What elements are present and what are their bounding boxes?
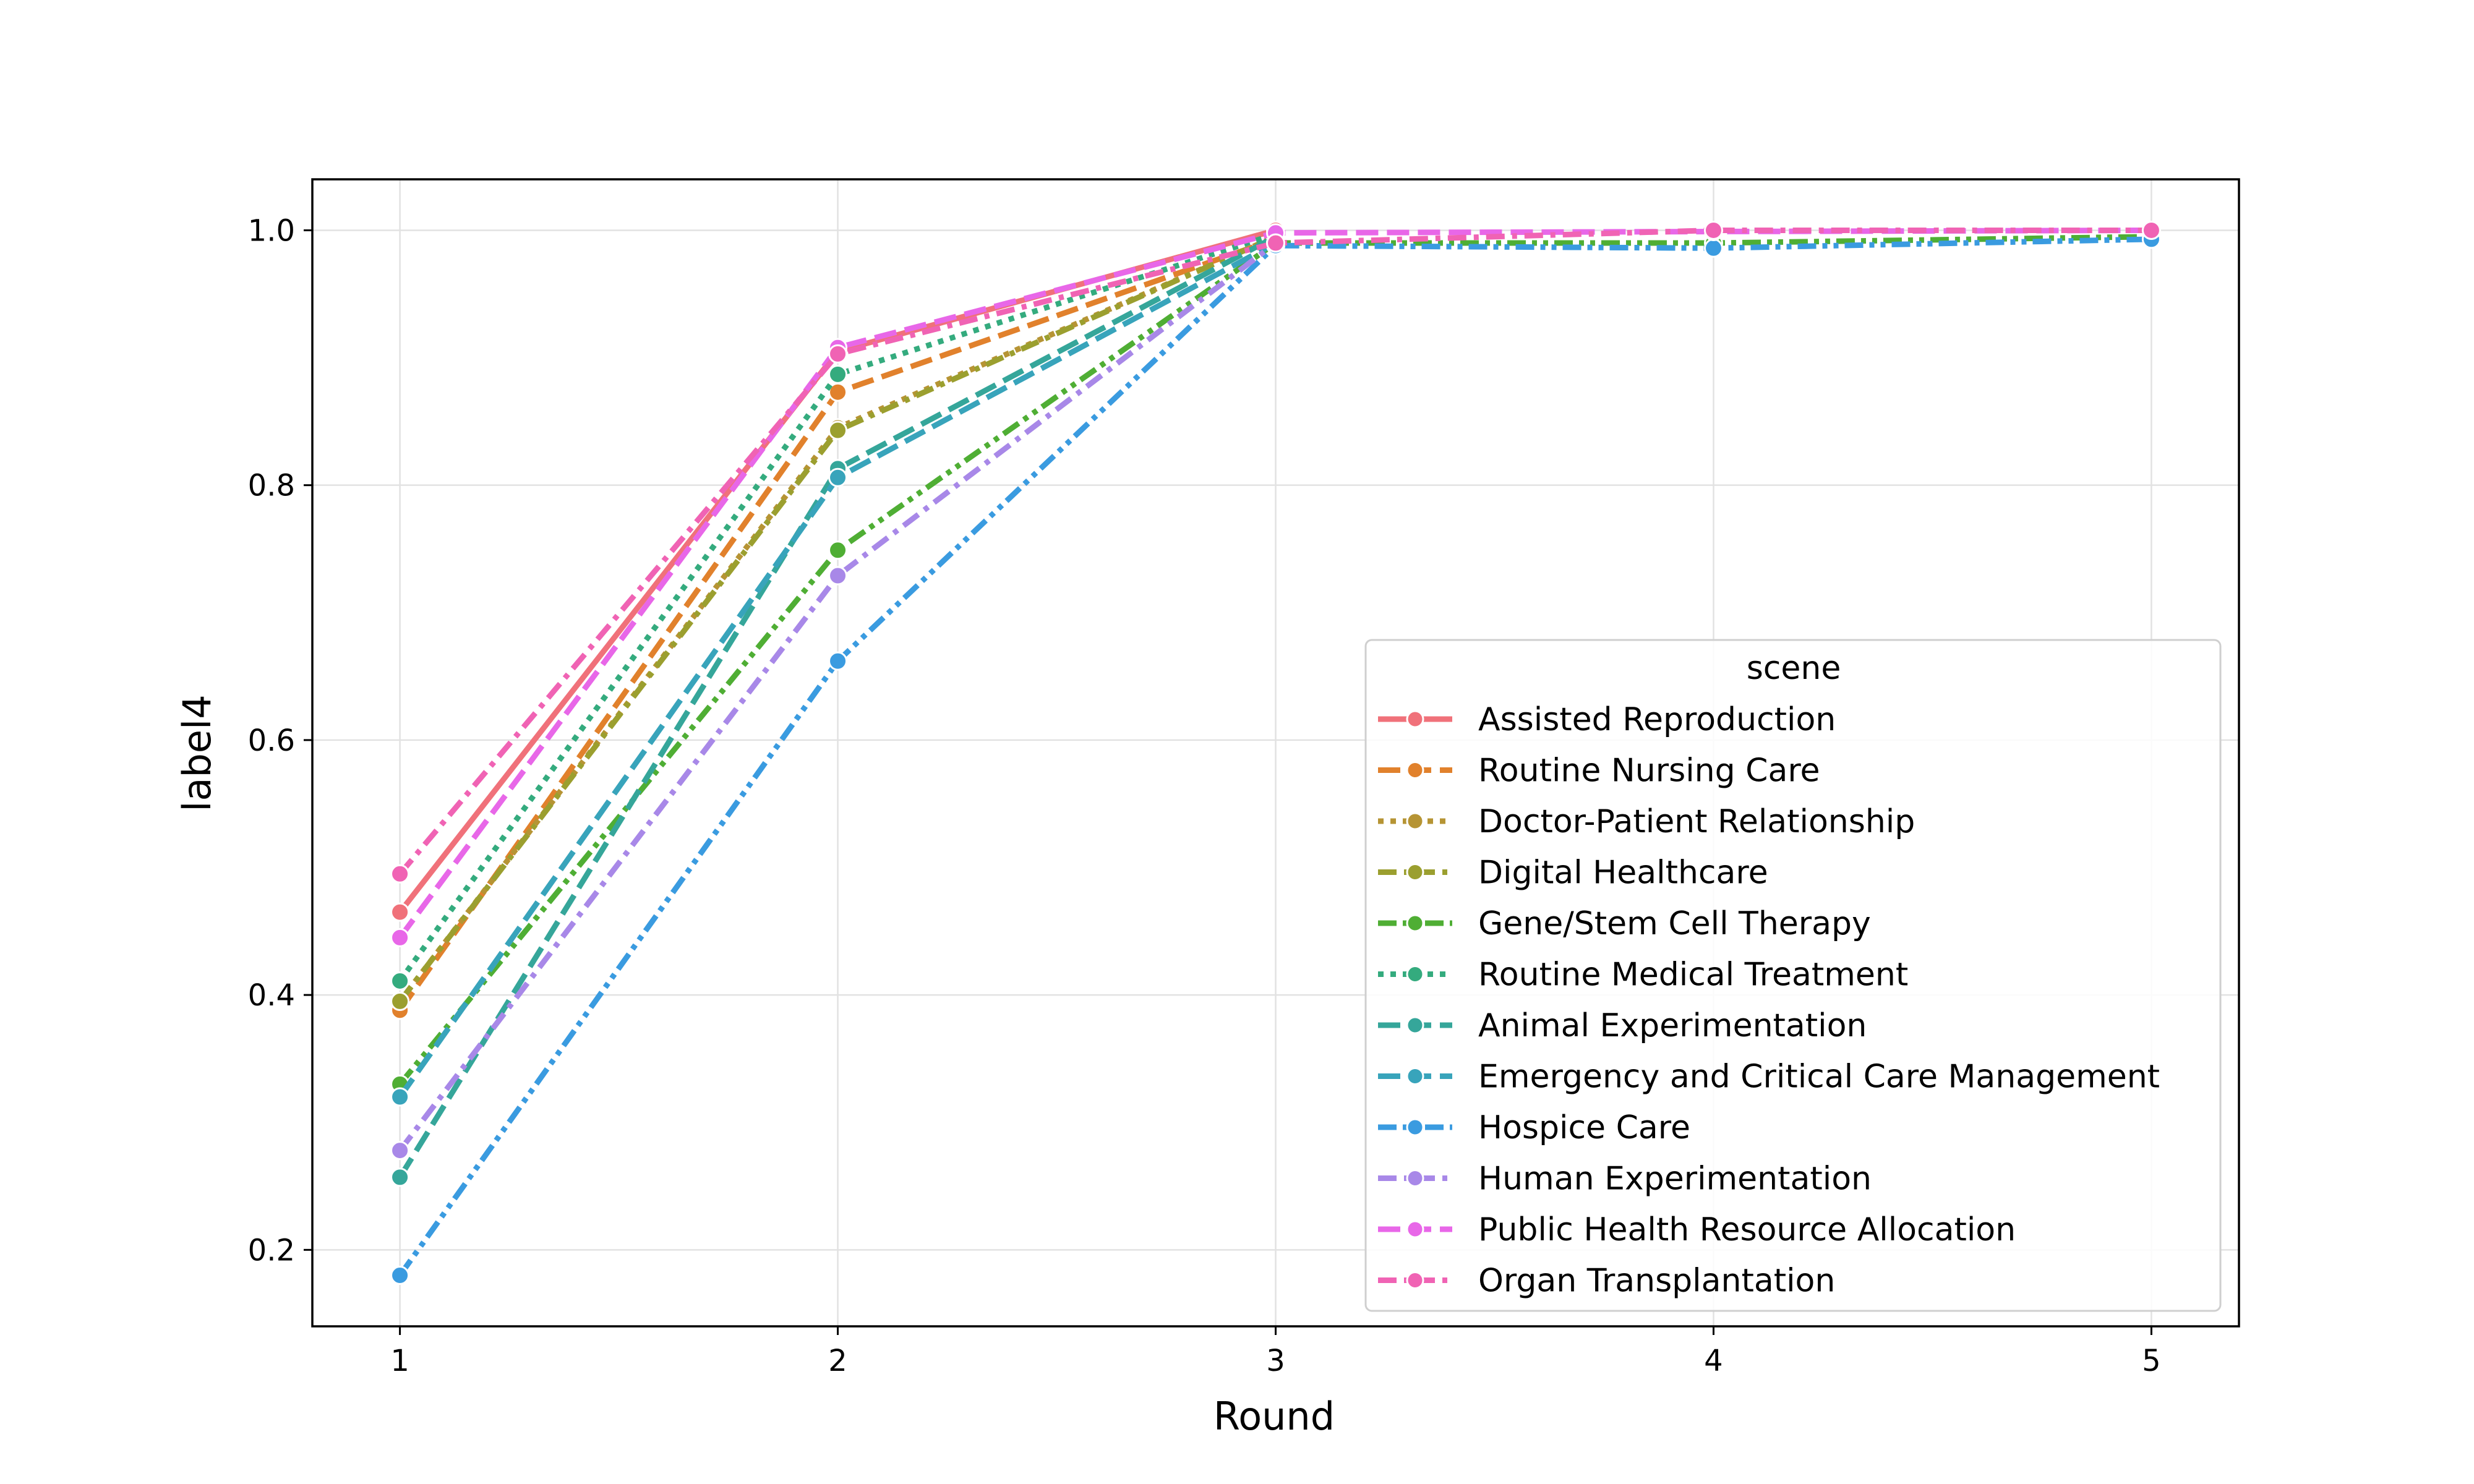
y-axis-ticks: 0.2 0.4 0.6 0.8 1.0 xyxy=(248,213,312,1268)
legend-item: Routine Medical Treatment xyxy=(1378,957,1908,994)
data-point xyxy=(2141,220,2161,240)
series-12 xyxy=(390,220,2161,884)
y-tick-label: 0.4 xyxy=(248,978,295,1013)
legend-item: Public Health Resource Allocation xyxy=(1378,1211,2016,1248)
series-line xyxy=(397,234,1277,1179)
legend-label: Routine Medical Treatment xyxy=(1478,957,1908,994)
x-tick-label: 4 xyxy=(1704,1344,1723,1378)
y-tick-label: 1.0 xyxy=(248,213,295,248)
legend-item: Emergency and Critical Care Management xyxy=(1378,1059,2160,1096)
legend-item: Digital Healthcare xyxy=(1378,855,1768,892)
legend-swatch-marker xyxy=(1406,1220,1424,1239)
legend-item: Animal Experimentation xyxy=(1378,1007,1867,1044)
legend-item: Human Experimentation xyxy=(1378,1161,1872,1198)
legend-title: scene xyxy=(1747,650,1841,687)
y-tick-label: 0.2 xyxy=(248,1233,295,1268)
x-tick-label: 1 xyxy=(390,1344,409,1378)
legend: scene Assisted Reproduction Routine Nursi… xyxy=(1364,639,2222,1312)
data-point xyxy=(828,540,848,560)
legend-swatch-marker xyxy=(1406,914,1424,932)
series-line xyxy=(397,231,1277,983)
legend-frame xyxy=(1364,639,2222,1312)
legend-item: Hospice Care xyxy=(1378,1109,1690,1146)
legend-swatch-marker xyxy=(1406,965,1424,983)
legend-item: Doctor-Patient Relationship xyxy=(1378,803,1915,840)
x-tick-label: 3 xyxy=(1266,1344,1285,1378)
legend-label: Hospice Care xyxy=(1478,1109,1690,1146)
series-line xyxy=(397,236,2152,1277)
legend-label: Routine Nursing Care xyxy=(1478,753,1820,790)
legend-items: Assisted Reproduction Routine Nursing Car… xyxy=(1378,701,2160,1300)
legend-swatch-marker xyxy=(1406,1271,1424,1289)
legend-item: Gene/Stem Cell Therapy xyxy=(1378,905,1871,942)
data-point xyxy=(1703,238,1723,258)
legend-swatch-marker xyxy=(1406,1067,1424,1085)
data-point xyxy=(828,566,848,586)
legend-label: Organ Transplantation xyxy=(1478,1263,1835,1300)
legend-swatch-marker xyxy=(1406,1118,1424,1136)
legend-item: Routine Nursing Care xyxy=(1378,753,1820,790)
legend-swatch-marker xyxy=(1406,761,1424,779)
legend-item: Assisted Reproduction xyxy=(1378,701,1836,738)
legend-label: Emergency and Critical Care Management xyxy=(1478,1059,2160,1096)
legend-swatch-marker xyxy=(1406,863,1424,881)
legend-swatch-marker xyxy=(1406,812,1424,830)
data-point xyxy=(828,651,848,671)
legend-item: Organ Transplantation xyxy=(1378,1263,1835,1300)
data-point xyxy=(390,864,410,884)
data-point xyxy=(1266,233,1285,253)
data-point xyxy=(390,1141,410,1161)
data-point xyxy=(390,1087,410,1107)
data-point xyxy=(828,364,848,384)
data-point xyxy=(390,1167,410,1187)
data-point xyxy=(390,927,410,947)
data-point xyxy=(828,467,848,487)
data-point xyxy=(390,1266,410,1286)
legend-label: Gene/Stem Cell Therapy xyxy=(1478,905,1871,942)
x-axis-label: Round xyxy=(1213,1394,1335,1439)
legend-swatch-marker xyxy=(1406,710,1424,728)
y-tick-label: 0.8 xyxy=(248,469,295,503)
data-point xyxy=(828,420,848,440)
legend-swatch-marker xyxy=(1406,1016,1424,1034)
data-point xyxy=(390,902,410,922)
x-axis-ticks: 1 2 3 4 5 xyxy=(390,1326,2161,1378)
data-point xyxy=(390,991,410,1011)
series-layer xyxy=(390,220,2161,1286)
legend-label: Public Health Resource Allocation xyxy=(1478,1211,2016,1248)
legend-label: Digital Healthcare xyxy=(1478,855,1768,892)
data-point xyxy=(828,344,848,364)
legend-label: Assisted Reproduction xyxy=(1478,701,1836,738)
legend-label: Human Experimentation xyxy=(1478,1161,1872,1198)
y-tick-label: 0.6 xyxy=(248,723,295,758)
legend-label: Doctor-Patient Relationship xyxy=(1478,803,1915,840)
y-axis-label: label4 xyxy=(174,694,220,811)
series-line xyxy=(398,241,1278,1153)
legend-label: Animal Experimentation xyxy=(1478,1007,1867,1044)
x-tick-label: 2 xyxy=(828,1344,847,1378)
data-point xyxy=(390,971,410,991)
legend-swatch-marker xyxy=(1406,1169,1424,1187)
x-tick-label: 5 xyxy=(2142,1344,2161,1378)
data-point xyxy=(1703,220,1723,240)
series-line xyxy=(398,227,2152,876)
